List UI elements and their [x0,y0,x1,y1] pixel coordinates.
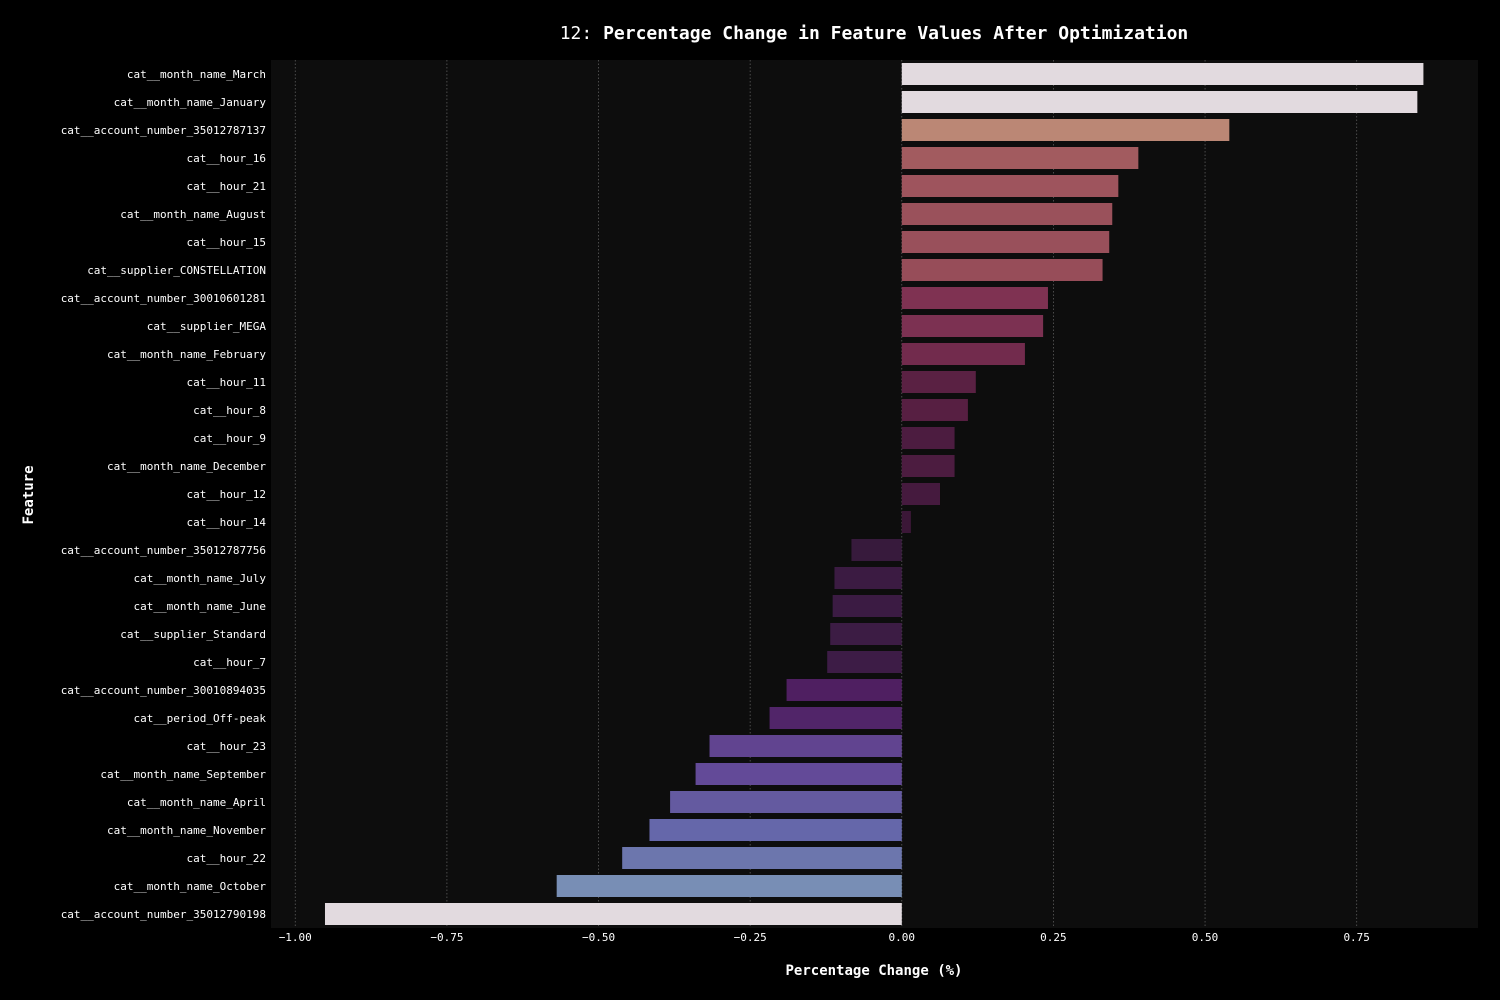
y-tick-label: cat__hour_15 [187,236,266,249]
chart-title-text: Percentage Change in Feature Values Afte… [603,23,1188,44]
bar [901,63,1424,85]
bar [556,875,902,897]
bar [709,735,902,757]
bar [786,679,902,701]
x-tick-label: −1.00 [279,931,312,944]
bar [901,427,955,449]
x-tick-label: −0.75 [430,931,463,944]
bar [901,399,968,421]
bar [901,455,955,477]
bar [901,91,1418,113]
bar [851,539,902,561]
y-tick-label: cat__month_name_October [114,880,267,893]
bar [901,343,1025,365]
y-tick-label: cat__hour_11 [187,376,266,389]
y-tick-label: cat__month_name_June [134,600,266,613]
y-tick-label: cat__supplier_Standard [120,628,266,641]
bar [901,259,1103,281]
y-tick-label: cat__hour_7 [193,656,266,669]
y-tick-label: cat__month_name_August [120,208,266,221]
y-tick-label: cat__account_number_35012790198 [61,908,266,921]
y-tick-label: cat__account_number_35012787137 [61,124,266,137]
bar [901,119,1230,141]
bar [830,623,902,645]
bars [324,63,1424,925]
bar [901,371,976,393]
bar [827,651,902,673]
y-tick-label: cat__month_name_February [107,348,266,361]
y-tick-label: cat__hour_8 [193,404,266,417]
y-tick-label: cat__hour_21 [187,180,266,193]
y-tick-label: cat__account_number_30010601281 [61,292,266,305]
x-tick-label: −0.25 [734,931,767,944]
y-tick-label: cat__supplier_MEGA [147,320,267,333]
y-tick-label: cat__month_name_November [107,824,266,837]
y-tick-label: cat__month_name_September [100,768,266,781]
x-tick-label: 0.75 [1343,931,1370,944]
bar [901,175,1119,197]
bar [324,903,902,925]
bar [901,231,1110,253]
y-tick-label: cat__account_number_35012787756 [61,544,266,557]
y-tick-labels: cat__month_name_March cat__month_name_Jan… [61,68,267,921]
y-tick-label: cat__hour_12 [187,488,266,501]
y-tick-label: cat__account_number_30010894035 [61,684,266,697]
x-tick-label: 0.50 [1192,931,1219,944]
bar [834,567,902,589]
y-tick-label: cat__month_name_July [134,572,267,585]
y-tick-label: cat__hour_14 [187,516,267,529]
bar [832,595,902,617]
y-tick-label: cat__month_name_December [107,460,266,473]
x-axis-title: Percentage Change (%) [785,963,962,979]
x-tick-label: −0.50 [582,931,615,944]
y-tick-label: cat__hour_9 [193,432,266,445]
x-tick-label: 0.25 [1040,931,1067,944]
y-tick-label: cat__month_name_April [127,796,266,809]
y-tick-label: cat__hour_22 [187,852,266,865]
y-tick-label: cat__supplier_CONSTELLATION [87,264,266,277]
bar [901,287,1048,309]
bar [901,483,941,505]
bar [769,707,902,729]
chart-title: 12: Percentage Change in Feature Values … [560,23,1189,44]
bar [622,847,902,869]
y-tick-label: cat__hour_16 [187,152,266,165]
bar [901,315,1044,337]
y-tick-label: cat__hour_23 [187,740,266,753]
x-tick-label: 0.00 [889,931,916,944]
chart-title-separator: : [581,23,603,44]
y-axis-title: Feature [21,465,37,524]
bar [695,763,902,785]
y-tick-label: cat__period_Off-peak [134,712,267,725]
bar [901,203,1113,225]
y-tick-label: cat__month_name_March [127,68,266,81]
y-tick-label: cat__month_name_January [114,96,267,109]
chart-title-number: 12 [560,23,582,44]
x-tick-labels: −1.00 −0.75 −0.50 −0.25 0.00 0.25 0.50 0.75 [279,931,1370,944]
bar [649,819,902,841]
bar [670,791,902,813]
bar [901,511,911,533]
bar [901,147,1139,169]
